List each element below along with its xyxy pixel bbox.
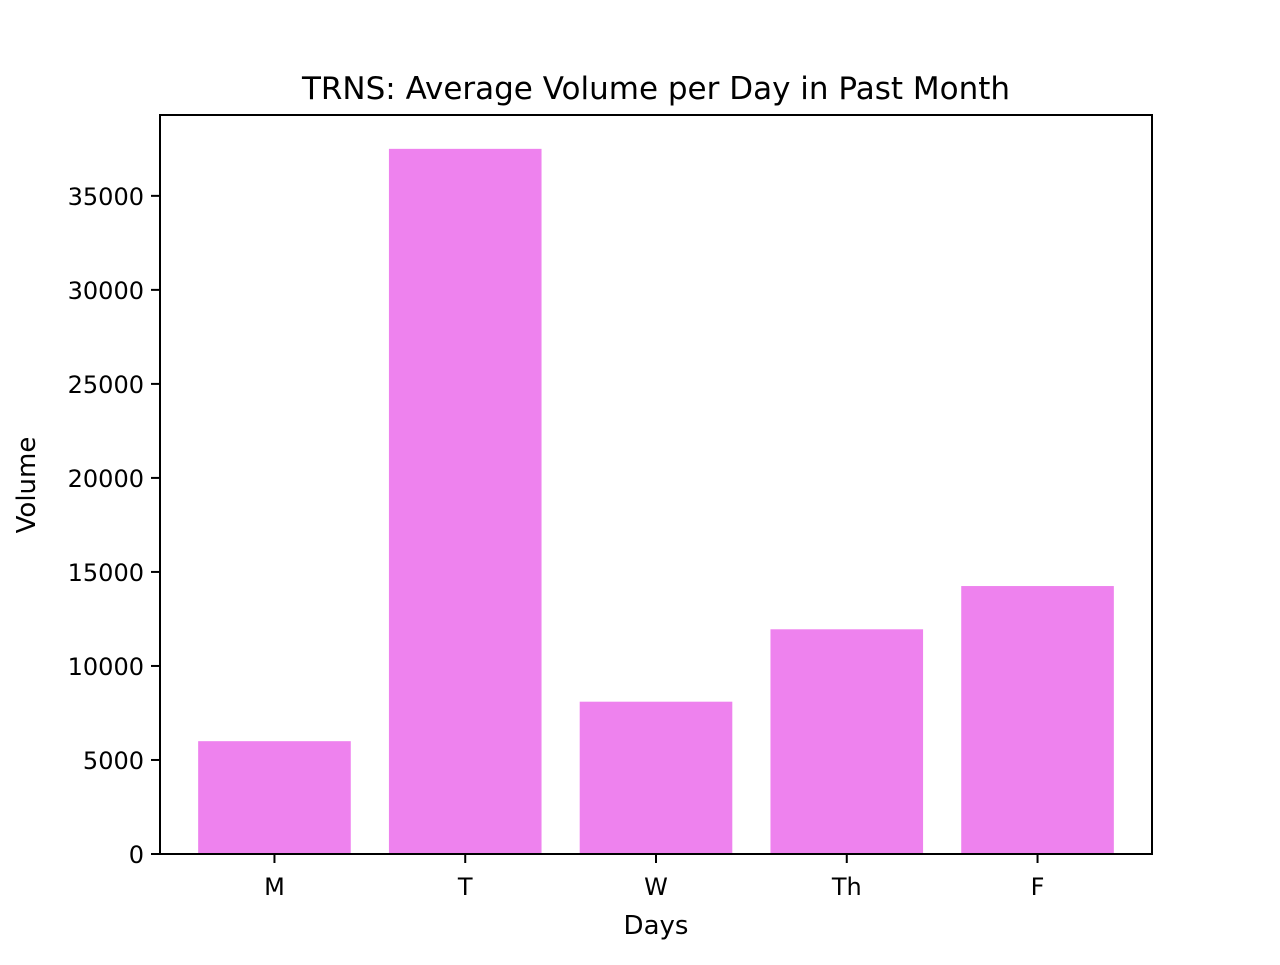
y-axis-ticks: 0 5000 10000 15000 20000 25000 30000 35000	[68, 183, 160, 869]
x-tick-label: Th	[831, 873, 862, 901]
y-tick-label: 15000	[68, 559, 144, 587]
bar-t	[388, 148, 542, 854]
x-tick-label: T	[457, 873, 473, 901]
bars-group	[198, 148, 1114, 854]
x-tick-label: W	[644, 873, 668, 901]
x-axis-ticks: M T W Th F	[264, 854, 1044, 901]
bar-f	[961, 586, 1114, 854]
y-tick-label: 10000	[68, 653, 144, 681]
plot-area-frame	[159, 114, 1153, 855]
chart-title: TRNS: Average Volume per Day in Past Mon…	[301, 71, 1010, 107]
y-tick-label: 5000	[83, 747, 144, 775]
bar-th	[770, 629, 924, 854]
y-tick-label: 30000	[68, 277, 144, 305]
y-tick-label: 35000	[68, 183, 144, 211]
bar-w	[579, 701, 733, 854]
y-tick-label: 20000	[68, 465, 144, 493]
y-axis-label: Volume	[12, 437, 42, 534]
x-axis-label: Days	[624, 911, 689, 941]
x-tick-label: F	[1031, 873, 1045, 901]
x-tick-label: M	[264, 873, 285, 901]
y-tick-label: 25000	[68, 371, 144, 399]
y-tick-label: 0	[129, 841, 144, 869]
bar-m	[198, 741, 351, 854]
